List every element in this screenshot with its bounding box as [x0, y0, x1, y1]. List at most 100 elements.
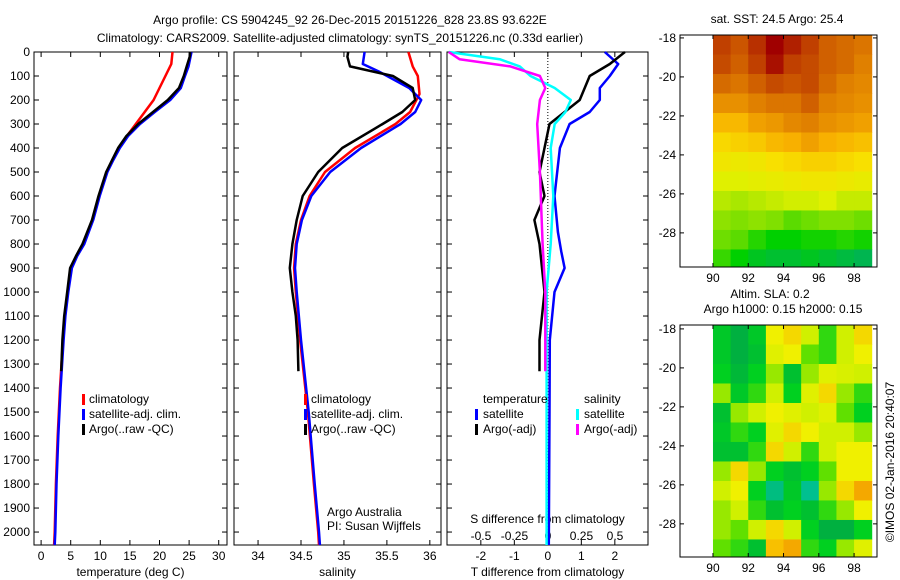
- heatmap-cell: [836, 480, 855, 501]
- heatmap-cell: [836, 500, 855, 521]
- series-line-salinity-satellite: [448, 50, 573, 545]
- heatmap-cell: [748, 461, 767, 482]
- heatmap-cell: [712, 73, 732, 94]
- heatmap-cell: [854, 151, 873, 172]
- heatmap-cell: [836, 383, 855, 404]
- legend-swatch: [82, 424, 85, 435]
- heatmap-cell: [801, 383, 820, 404]
- axes-frame: [233, 51, 442, 546]
- lon-tick-label: 94: [777, 271, 791, 285]
- heatmap-cell: [783, 54, 802, 75]
- heatmap-cell: [818, 461, 837, 482]
- heatmap-cell: [765, 539, 785, 558]
- heatmap-cell: [765, 210, 785, 231]
- y-tick-label: 1100: [4, 309, 30, 323]
- heatmap-cell: [854, 461, 873, 482]
- heatmap-cell: [748, 93, 767, 114]
- map-title: sat. SST: 24.5 Argo: 25.4: [711, 12, 844, 26]
- heatmap-cell: [801, 480, 820, 501]
- heatmap-cell: [748, 229, 767, 250]
- y-tick-label: 1900: [3, 501, 30, 515]
- heatmap-cell: [801, 54, 820, 75]
- heatmap-cell: [730, 441, 749, 462]
- heatmap-cell: [836, 93, 855, 114]
- heatmap-cell: [748, 249, 767, 268]
- heatmap-cell: [730, 73, 749, 94]
- heatmap-cell: [765, 229, 785, 250]
- heatmap-cell: [854, 519, 873, 540]
- heatmap-cell: [748, 73, 767, 94]
- y-tick-label: 1000: [3, 285, 30, 299]
- heatmap-cell: [818, 344, 837, 365]
- heatmap-cell: [748, 190, 767, 211]
- heatmap-cell: [748, 54, 767, 75]
- axes-frame: [33, 51, 228, 546]
- y-tick-label: 800: [10, 237, 30, 251]
- heatmap-cell: [748, 132, 767, 153]
- heatmap-cell: [712, 539, 732, 558]
- lon-tick-label: 90: [706, 561, 720, 575]
- heatmap-cell: [783, 171, 802, 192]
- map-frame: [679, 324, 878, 558]
- x-tick-label: 10: [94, 549, 108, 563]
- heatmap-cell: [783, 73, 802, 94]
- series-line-salinity-argo-adj-: [448, 50, 547, 372]
- heatmap-cell: [730, 93, 749, 114]
- heatmap-cell: [854, 210, 873, 231]
- map-title: Altim. SLA: 0.2: [730, 287, 810, 301]
- heatmap-cell: [765, 151, 785, 172]
- heatmap-cell: [836, 441, 855, 462]
- heatmap-cell: [854, 35, 873, 55]
- heatmap-cell: [854, 229, 873, 250]
- y-tick-label: 1500: [3, 405, 30, 419]
- heatmap-cell: [801, 402, 820, 423]
- heatmap-cell: [730, 500, 749, 521]
- legend-swatch: [82, 394, 85, 405]
- heatmap-cell: [836, 132, 855, 153]
- x-tick-label: 35: [337, 549, 351, 563]
- heatmap-cell: [818, 132, 837, 153]
- heatmap-cell: [818, 383, 837, 404]
- heatmap-cell: [765, 422, 785, 443]
- heatmap-cell: [818, 519, 837, 540]
- x-tick-label: -1: [509, 549, 520, 563]
- heatmap-cell: [712, 383, 732, 404]
- heatmap-cell: [730, 35, 749, 55]
- heatmap-cell: [783, 461, 802, 482]
- heatmap-cell: [765, 325, 785, 345]
- heatmap-cell: [836, 539, 855, 558]
- heatmap-cell: [801, 363, 820, 384]
- x-tick-label: 0: [544, 549, 551, 563]
- panel-salinity: 34 34.5 35 35.5 36 salinity climatologysatelli…: [233, 51, 442, 579]
- heatmap-cell: [818, 112, 837, 133]
- heatmap-cell: [818, 73, 837, 94]
- heatmap-cell: [730, 190, 749, 211]
- annotation-text: PI: Susan Wijffels: [327, 519, 421, 533]
- heatmap-cell: [712, 35, 732, 55]
- heatmap-cell: [712, 441, 732, 462]
- s-tick-label: 0.25: [570, 529, 594, 543]
- heatmap-cell: [765, 500, 785, 521]
- heatmap-cell: [854, 363, 873, 384]
- x-tick-label: 34.5: [289, 549, 313, 563]
- heatmap-cell: [818, 539, 837, 558]
- lat-tick-label: -24: [659, 439, 677, 453]
- heatmap-cell: [783, 93, 802, 114]
- title-line-2: Climatology: CARS2009. Satellite-adjuste…: [97, 31, 583, 45]
- heatmap-cell: [818, 151, 837, 172]
- x-tick-label: 35.5: [375, 549, 399, 563]
- heatmap-cell: [748, 325, 767, 345]
- heatmap-cell: [712, 480, 732, 501]
- heatmap-cell: [836, 461, 855, 482]
- legend-swatch: [304, 409, 307, 420]
- heatmap-cell: [712, 151, 732, 172]
- heatmap-cell: [783, 344, 802, 365]
- map-frame: [679, 34, 878, 268]
- heatmap-cell: [836, 422, 855, 443]
- y-tick-label: 2000: [3, 525, 30, 539]
- heatmap-cell: [712, 229, 732, 250]
- x-tick-label: 20: [153, 549, 167, 563]
- heatmap-cell: [748, 402, 767, 423]
- panel-difference: -2 -1 0 1 2 T difference from climatology -0.5…: [446, 50, 649, 579]
